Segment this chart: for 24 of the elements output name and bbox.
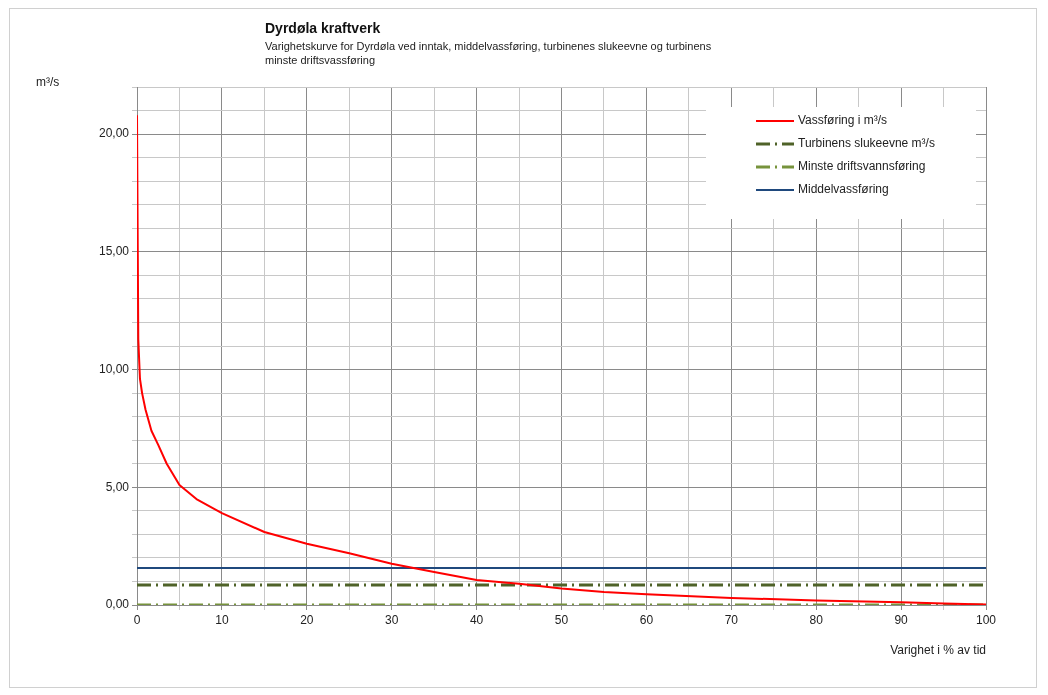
x-tick-label: 30 [385,612,399,627]
y-tick-label: 0,00 [105,597,130,612]
chart-subtitle: Varighetskurve for Dyrdøla ved inntak, middelvassføring, turbinenes slukeevne og turbinens minste driftsvassføring [265,39,713,67]
x-tick-label: 50 [554,612,569,627]
legend-label: Minste driftsvannsføring [798,159,926,174]
x-tick-label: 100 [975,612,997,627]
x-tick-label: 90 [894,612,909,627]
y-tick-label: 5,00 [105,479,130,494]
y-tick-label: 15,00 [98,244,130,259]
legend-label: Turbinens slukeevne m³/s [798,136,935,151]
x-axis-title: Varighet i % av tid [890,643,986,657]
y-tick-label: 10,00 [98,361,130,376]
x-tick-label: 20 [300,612,314,627]
x-tick-label: 40 [469,612,484,627]
x-tick-label: 80 [809,612,824,627]
x-tick-label: 70 [724,612,739,627]
chart-title: Dyrdøla kraftverk [265,20,381,36]
y-axis-title: m³/s [36,75,60,89]
x-tick-label: 10 [215,612,229,627]
legend-label: Middelvassføring [798,182,889,197]
legend-label: Vassføring i m³/s [798,113,888,128]
x-tick-label: 0 [133,612,141,627]
x-tick-label: 60 [639,612,654,627]
y-tick-label: 20,00 [98,126,130,141]
